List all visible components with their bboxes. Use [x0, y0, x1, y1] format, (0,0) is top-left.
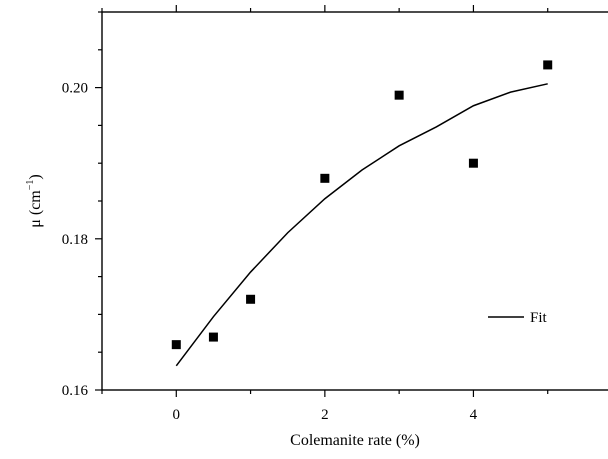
data-point — [468, 158, 478, 168]
data-point — [543, 60, 553, 70]
y-axis: 0.16 0.18 0.20 — [62, 11, 102, 399]
data-point — [320, 173, 330, 183]
y-axis-title-superscript: −1 — [25, 180, 36, 191]
plot-frame — [101, 11, 608, 391]
legend-label-fit: Fit — [530, 310, 548, 326]
data-point — [394, 90, 404, 100]
data-point — [171, 340, 181, 350]
x-tick-label: 4 — [470, 407, 478, 423]
x-axis: 0246 — [101, 5, 549, 423]
y-axis-title-main: μ (cm — [27, 190, 44, 228]
y-tick-label: 0.20 — [62, 81, 88, 97]
x-tick-label: 2 — [321, 407, 329, 423]
data-points — [171, 60, 553, 350]
x-tick-label: 0 — [173, 407, 181, 423]
legend: Fit — [488, 310, 548, 326]
fit-series — [175, 83, 548, 367]
data-point — [208, 332, 218, 342]
y-axis-title-close: ) — [27, 174, 44, 179]
y-axis-title: μ (cm−1) — [25, 174, 44, 227]
y-tick-label: 0.18 — [62, 232, 88, 248]
x-axis-title: Colemanite rate (%) — [290, 432, 420, 449]
y-tick-label: 0.16 — [62, 383, 89, 399]
data-point — [246, 294, 256, 304]
fit-line — [175, 83, 548, 367]
